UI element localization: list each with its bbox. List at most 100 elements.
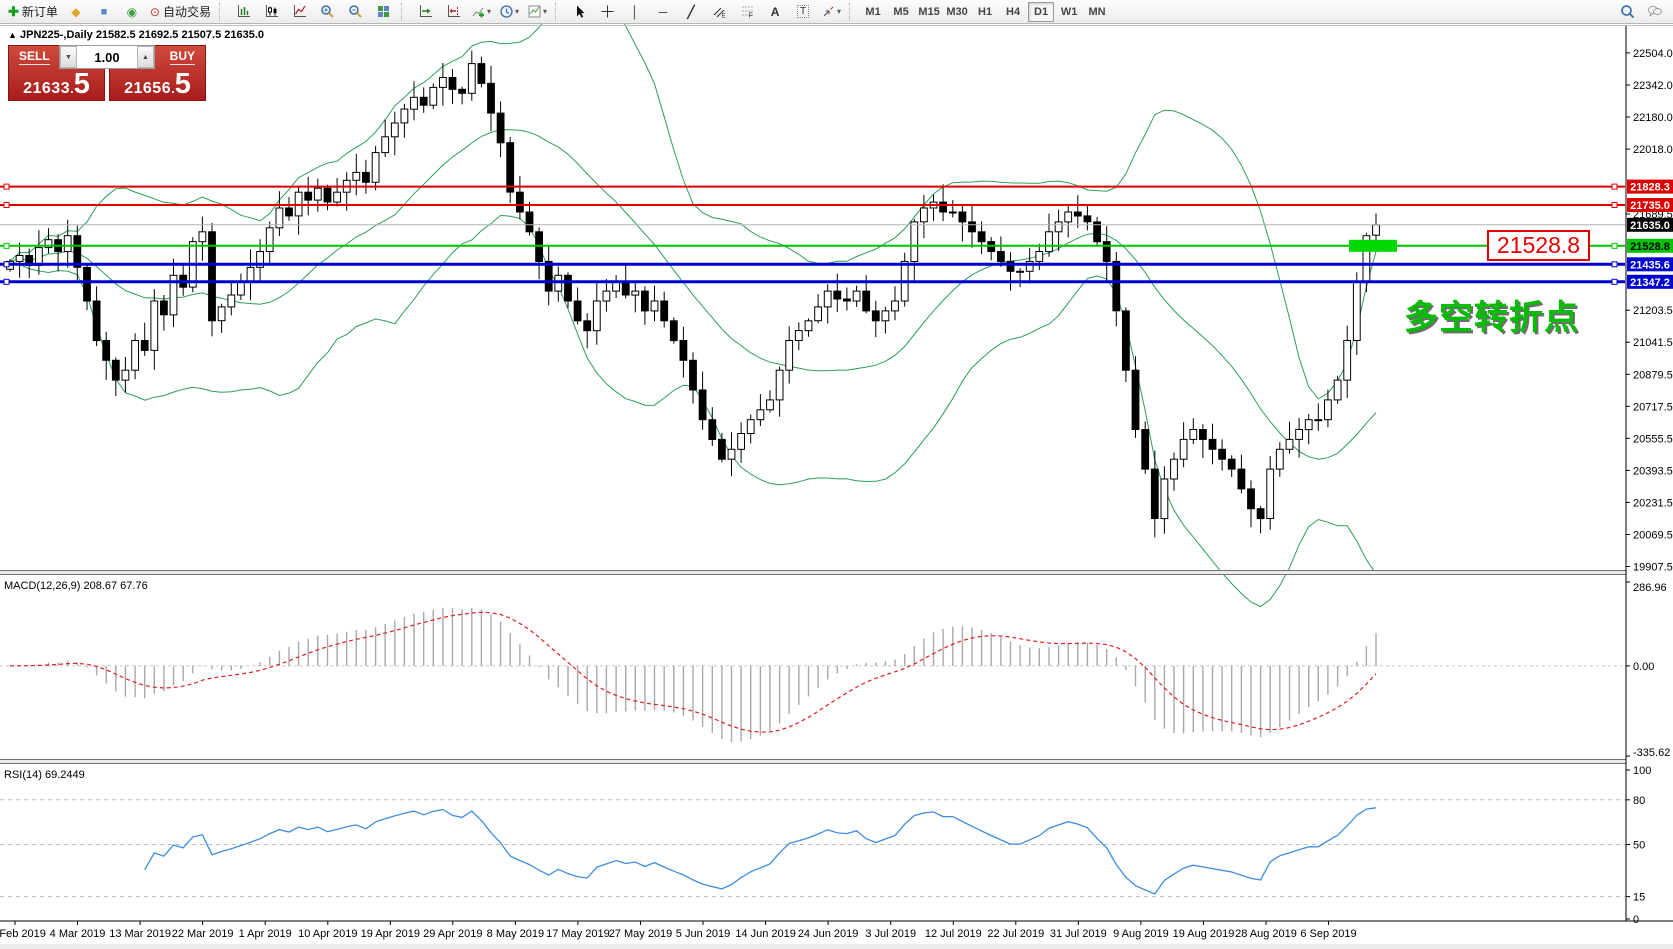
timeframe-d1-button[interactable]: D1 xyxy=(1028,1,1055,22)
symbol-info: ▲ JPN225-,Daily 21582.5 21692.5 21507.5 … xyxy=(8,29,264,41)
sell-button[interactable]: SELL 21633.5 xyxy=(8,45,105,101)
svg-text:27 May 2019: 27 May 2019 xyxy=(609,928,673,940)
svg-text:22180.0: 22180.0 xyxy=(1633,112,1673,124)
svg-text:22504.0: 22504.0 xyxy=(1633,48,1673,60)
svg-text:21735.0: 21735.0 xyxy=(1630,200,1670,212)
svg-text:E: E xyxy=(721,14,725,20)
periods-icon[interactable]: ▾ xyxy=(496,1,522,23)
svg-text:21041.5: 21041.5 xyxy=(1633,337,1673,349)
timeframe-m1-button[interactable]: M1 xyxy=(865,5,881,18)
cursor-icon[interactable] xyxy=(566,1,592,23)
svg-text:22 Mar 2019: 22 Mar 2019 xyxy=(172,928,234,940)
text-icon[interactable]: A xyxy=(770,4,780,19)
gold-icon[interactable]: ◆ xyxy=(71,4,81,19)
svg-text:22342.0: 22342.0 xyxy=(1633,80,1673,92)
svg-text:15: 15 xyxy=(1633,892,1645,904)
dropdown-arrow-icon: ▾ xyxy=(487,7,492,16)
svg-text:22018.0: 22018.0 xyxy=(1633,144,1673,156)
vertical-line-icon[interactable]: │ xyxy=(631,4,639,19)
svg-text:1 Apr 2019: 1 Apr 2019 xyxy=(239,928,292,940)
svg-text:17 May 2019: 17 May 2019 xyxy=(546,928,610,940)
svg-text:80: 80 xyxy=(1633,795,1645,807)
zoom-out-icon[interactable] xyxy=(342,1,368,23)
svg-text:24 Jun 2019: 24 Jun 2019 xyxy=(798,928,859,940)
zoom-in-icon[interactable] xyxy=(314,1,340,23)
dropdown-arrow-icon: ▾ xyxy=(837,7,842,16)
svg-text:20555.5: 20555.5 xyxy=(1633,433,1673,445)
svg-text:14 Jun 2019: 14 Jun 2019 xyxy=(735,928,796,940)
symbol-period-label: JPN225-,Daily xyxy=(19,29,93,41)
horizontal-line-icon[interactable]: ─ xyxy=(658,4,668,19)
svg-text:20717.5: 20717.5 xyxy=(1633,401,1673,413)
candlestick-chart-icon[interactable] xyxy=(258,1,284,23)
svg-text:28 Aug 2019: 28 Aug 2019 xyxy=(1235,928,1297,940)
dropdown-arrow-icon: ▾ xyxy=(543,7,548,16)
svg-text:20069.5: 20069.5 xyxy=(1633,530,1673,542)
search-icon[interactable] xyxy=(1614,1,1640,23)
timeframe-m15-button[interactable]: M15 xyxy=(918,5,940,18)
volume-stepper: ▼ 1.00 ▲ xyxy=(59,45,155,69)
fibonacci-icon[interactable]: F xyxy=(734,1,760,23)
toolbar-separator xyxy=(219,2,225,21)
add-indicator-icon[interactable]: ▾ xyxy=(468,1,494,23)
chart-shift-icon[interactable] xyxy=(440,1,466,23)
svg-text:9 Aug 2019: 9 Aug 2019 xyxy=(1113,928,1169,940)
timeframe-m30-button[interactable]: M30 xyxy=(946,5,968,18)
volume-input[interactable]: 1.00 xyxy=(94,49,120,65)
svg-text:0: 0 xyxy=(1633,914,1639,926)
price-callout-label: 21528.8 xyxy=(1487,230,1590,261)
ohlc-quotes: 21582.5 21692.5 21507.5 21635.0 xyxy=(95,29,265,41)
svg-text:5 Jun 2019: 5 Jun 2019 xyxy=(676,928,730,940)
bar-chart-icon[interactable] xyxy=(230,1,256,23)
arrows-icon[interactable]: ▾ xyxy=(818,1,844,23)
crosshair-icon[interactable] xyxy=(594,1,620,23)
svg-text:31 Jul 2019: 31 Jul 2019 xyxy=(1050,928,1107,940)
svg-text:21828.3: 21828.3 xyxy=(1630,182,1670,194)
tile-windows-icon[interactable] xyxy=(370,1,396,23)
volume-decrease-button[interactable]: ▼ xyxy=(60,46,77,68)
svg-text:19 Apr 2019: 19 Apr 2019 xyxy=(361,928,420,940)
auto-scroll-icon[interactable] xyxy=(412,1,438,23)
volume-increase-button[interactable]: ▲ xyxy=(137,46,154,68)
svg-text:F: F xyxy=(748,13,752,20)
macd-indicator-label: MACD(12,26,9) 208.67 67.76 xyxy=(4,580,148,592)
buy-label: BUY xyxy=(169,49,195,65)
signals-icon[interactable]: ◉ xyxy=(126,4,138,19)
trendline-icon[interactable]: ╱ xyxy=(687,4,695,19)
autotrading-button[interactable]: ⊙ 自动交易 xyxy=(149,4,211,20)
timeframe-m5-button[interactable]: M5 xyxy=(893,5,909,18)
svg-text:286.96: 286.96 xyxy=(1633,582,1667,594)
chat-icon[interactable] xyxy=(1642,1,1668,23)
timeframe-h4-button[interactable]: H4 xyxy=(1006,5,1021,18)
svg-text:20879.5: 20879.5 xyxy=(1633,369,1673,381)
svg-text:50: 50 xyxy=(1633,840,1645,852)
svg-text:22 Jul 2019: 22 Jul 2019 xyxy=(987,928,1044,940)
svg-text:13 Mar 2019: 13 Mar 2019 xyxy=(109,928,171,940)
timeframe-h1-button[interactable]: H1 xyxy=(978,5,993,18)
svg-text:22 Feb 2019: 22 Feb 2019 xyxy=(0,928,46,940)
svg-text:12 Jul 2019: 12 Jul 2019 xyxy=(925,928,982,940)
timeframe-mn-button[interactable]: MN xyxy=(1088,5,1106,18)
text-label-icon[interactable]: T xyxy=(790,1,816,23)
toolbar-separator xyxy=(555,2,561,21)
sell-label: SELL xyxy=(19,49,50,65)
dropdown-arrow-icon: ▾ xyxy=(515,7,520,16)
new-order-button[interactable]: ✚ 新订单 xyxy=(8,3,58,20)
buy-price: 21656.5 xyxy=(124,68,191,100)
svg-text:21203.5: 21203.5 xyxy=(1633,305,1673,317)
svg-text:19907.5: 19907.5 xyxy=(1633,562,1673,574)
svg-text:8 May 2019: 8 May 2019 xyxy=(487,928,544,940)
svg-text:19 Aug 2019: 19 Aug 2019 xyxy=(1173,928,1235,940)
svg-text:6 Sep 2019: 6 Sep 2019 xyxy=(1300,928,1356,940)
line-chart-icon[interactable] xyxy=(286,1,312,23)
terminal-icon[interactable]: ■ xyxy=(100,5,108,18)
templates-icon[interactable]: ▾ xyxy=(524,1,550,23)
timeframe-w1-button[interactable]: W1 xyxy=(1060,5,1078,18)
svg-text:-335.62: -335.62 xyxy=(1633,747,1670,759)
svg-text:10 Apr 2019: 10 Apr 2019 xyxy=(298,928,357,940)
svg-text:0.00: 0.00 xyxy=(1633,661,1654,673)
svg-text:100: 100 xyxy=(1633,765,1651,777)
svg-text:29 Apr 2019: 29 Apr 2019 xyxy=(423,928,482,940)
channel-icon[interactable]: E xyxy=(706,1,732,23)
